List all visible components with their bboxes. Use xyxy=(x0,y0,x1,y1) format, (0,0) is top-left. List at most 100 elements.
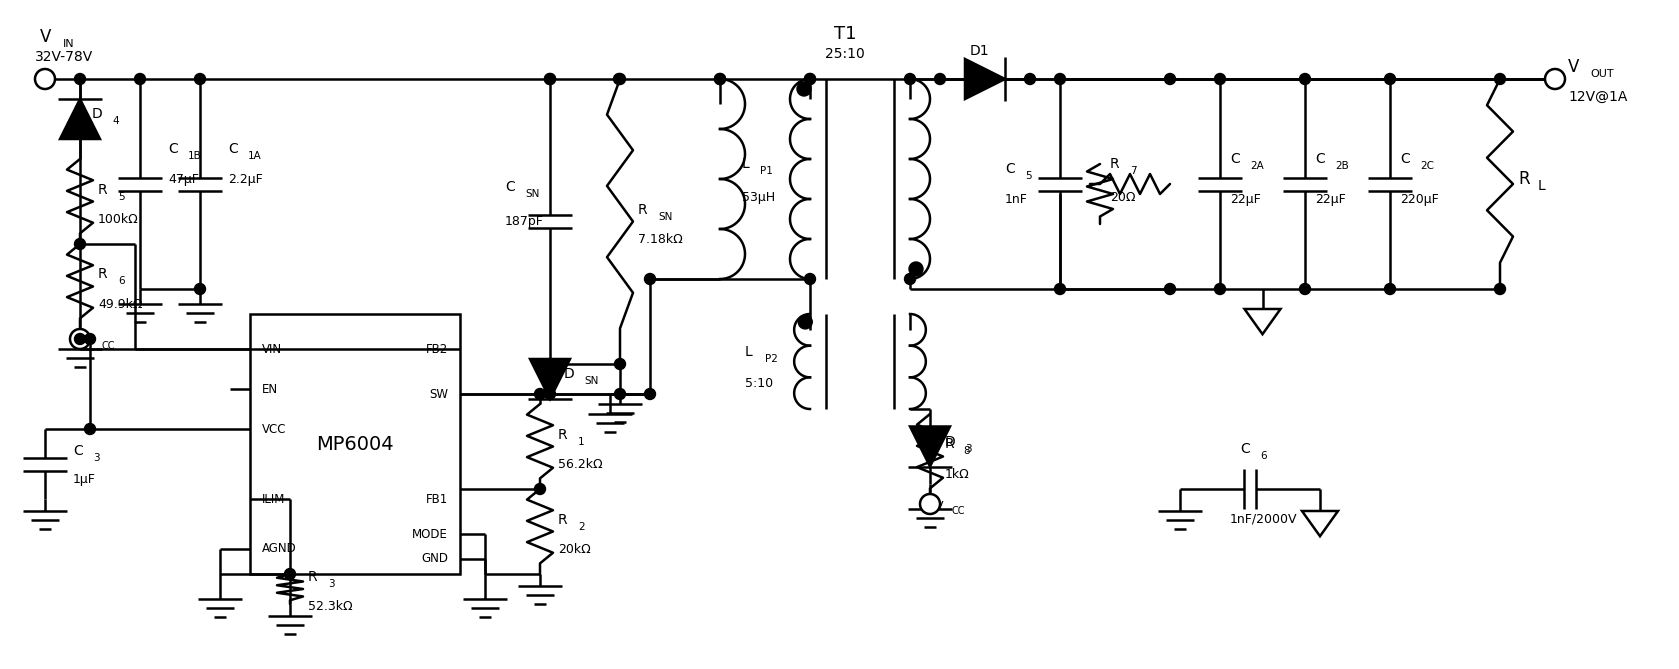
Circle shape xyxy=(615,74,626,84)
Circle shape xyxy=(84,423,96,434)
Circle shape xyxy=(1054,74,1066,84)
Text: 187pF: 187pF xyxy=(505,215,544,228)
Text: 4: 4 xyxy=(112,116,119,126)
Text: 49.9kΩ: 49.9kΩ xyxy=(97,298,143,311)
Text: C: C xyxy=(1241,442,1249,456)
Text: GND: GND xyxy=(421,553,448,565)
Text: 7.18kΩ: 7.18kΩ xyxy=(638,233,683,246)
Text: R: R xyxy=(97,183,107,197)
Circle shape xyxy=(1214,284,1226,294)
Polygon shape xyxy=(965,59,1006,99)
Text: 56.2kΩ: 56.2kΩ xyxy=(557,458,603,471)
Text: 1nF/2000V: 1nF/2000V xyxy=(1231,512,1298,526)
Circle shape xyxy=(195,284,205,294)
Text: C: C xyxy=(228,142,238,156)
Circle shape xyxy=(804,274,816,284)
Text: 53μH: 53μH xyxy=(742,191,776,203)
Text: FB1: FB1 xyxy=(426,492,448,506)
Text: R: R xyxy=(97,268,107,282)
Text: VIN: VIN xyxy=(262,343,282,355)
Text: L: L xyxy=(745,345,752,359)
Text: 6: 6 xyxy=(1259,451,1266,461)
Polygon shape xyxy=(1301,511,1338,536)
Text: 20kΩ: 20kΩ xyxy=(557,543,591,556)
Text: C: C xyxy=(168,142,178,156)
Circle shape xyxy=(544,74,556,84)
Text: 1nF: 1nF xyxy=(1006,193,1028,205)
Text: FB2: FB2 xyxy=(426,343,448,355)
Circle shape xyxy=(71,329,91,349)
Circle shape xyxy=(544,359,556,369)
Circle shape xyxy=(1300,284,1311,294)
Text: 7: 7 xyxy=(1130,166,1137,176)
Circle shape xyxy=(804,74,816,84)
Text: AGND: AGND xyxy=(262,543,297,555)
Text: 47μF: 47μF xyxy=(168,173,198,185)
Text: CC: CC xyxy=(952,506,965,516)
Circle shape xyxy=(615,389,626,399)
Circle shape xyxy=(544,389,556,399)
Text: 3: 3 xyxy=(92,453,99,463)
Text: 22μF: 22μF xyxy=(1315,193,1347,205)
Text: MP6004: MP6004 xyxy=(316,434,395,454)
Polygon shape xyxy=(910,427,950,466)
Text: R: R xyxy=(557,427,568,442)
Circle shape xyxy=(1494,74,1506,84)
Text: P1: P1 xyxy=(761,166,772,176)
FancyBboxPatch shape xyxy=(250,314,460,574)
Circle shape xyxy=(544,74,556,84)
Text: V: V xyxy=(86,334,94,347)
Text: 3: 3 xyxy=(327,579,334,589)
Text: V: V xyxy=(40,28,52,46)
Text: 1: 1 xyxy=(578,436,584,446)
Text: L: L xyxy=(742,157,751,171)
Circle shape xyxy=(84,334,96,345)
Circle shape xyxy=(1494,284,1506,294)
Text: R: R xyxy=(557,512,568,527)
Text: V: V xyxy=(935,500,944,512)
Text: 2A: 2A xyxy=(1249,161,1264,171)
Polygon shape xyxy=(60,99,101,139)
Text: SN: SN xyxy=(526,189,539,199)
Circle shape xyxy=(35,69,55,89)
Text: SN: SN xyxy=(584,376,598,386)
Circle shape xyxy=(1385,284,1395,294)
Text: 32V-78V: 32V-78V xyxy=(35,50,94,64)
Text: D1: D1 xyxy=(970,44,989,58)
Text: 2.2μF: 2.2μF xyxy=(228,173,262,185)
Text: 1μF: 1μF xyxy=(72,472,96,486)
Circle shape xyxy=(74,74,86,84)
Circle shape xyxy=(615,359,626,369)
Circle shape xyxy=(134,74,146,84)
Text: R: R xyxy=(307,570,317,584)
Text: ILIM: ILIM xyxy=(262,492,285,506)
Text: 100kΩ: 100kΩ xyxy=(97,213,139,226)
Circle shape xyxy=(195,74,205,84)
Text: SW: SW xyxy=(430,387,448,401)
Circle shape xyxy=(1385,74,1395,84)
Polygon shape xyxy=(531,359,569,399)
Text: 5: 5 xyxy=(1024,171,1031,181)
Circle shape xyxy=(798,315,813,329)
Text: D: D xyxy=(564,367,574,381)
Text: 5: 5 xyxy=(118,191,124,201)
Text: 3: 3 xyxy=(965,444,972,454)
Text: 2: 2 xyxy=(578,522,584,531)
Text: IN: IN xyxy=(64,39,74,49)
Circle shape xyxy=(534,389,546,399)
Circle shape xyxy=(935,74,945,84)
Text: C: C xyxy=(505,179,515,193)
Text: 5:10: 5:10 xyxy=(745,377,772,390)
Text: R: R xyxy=(1110,157,1120,171)
Text: R: R xyxy=(945,438,955,452)
Text: L: L xyxy=(1538,179,1546,193)
Text: 6: 6 xyxy=(118,276,124,286)
Circle shape xyxy=(1214,74,1226,84)
Circle shape xyxy=(804,74,816,84)
Text: 1B: 1B xyxy=(188,151,201,161)
Circle shape xyxy=(534,484,546,494)
Text: T1: T1 xyxy=(834,25,856,43)
Circle shape xyxy=(74,334,86,345)
Text: D: D xyxy=(945,434,955,448)
Text: 25:10: 25:10 xyxy=(824,47,865,61)
